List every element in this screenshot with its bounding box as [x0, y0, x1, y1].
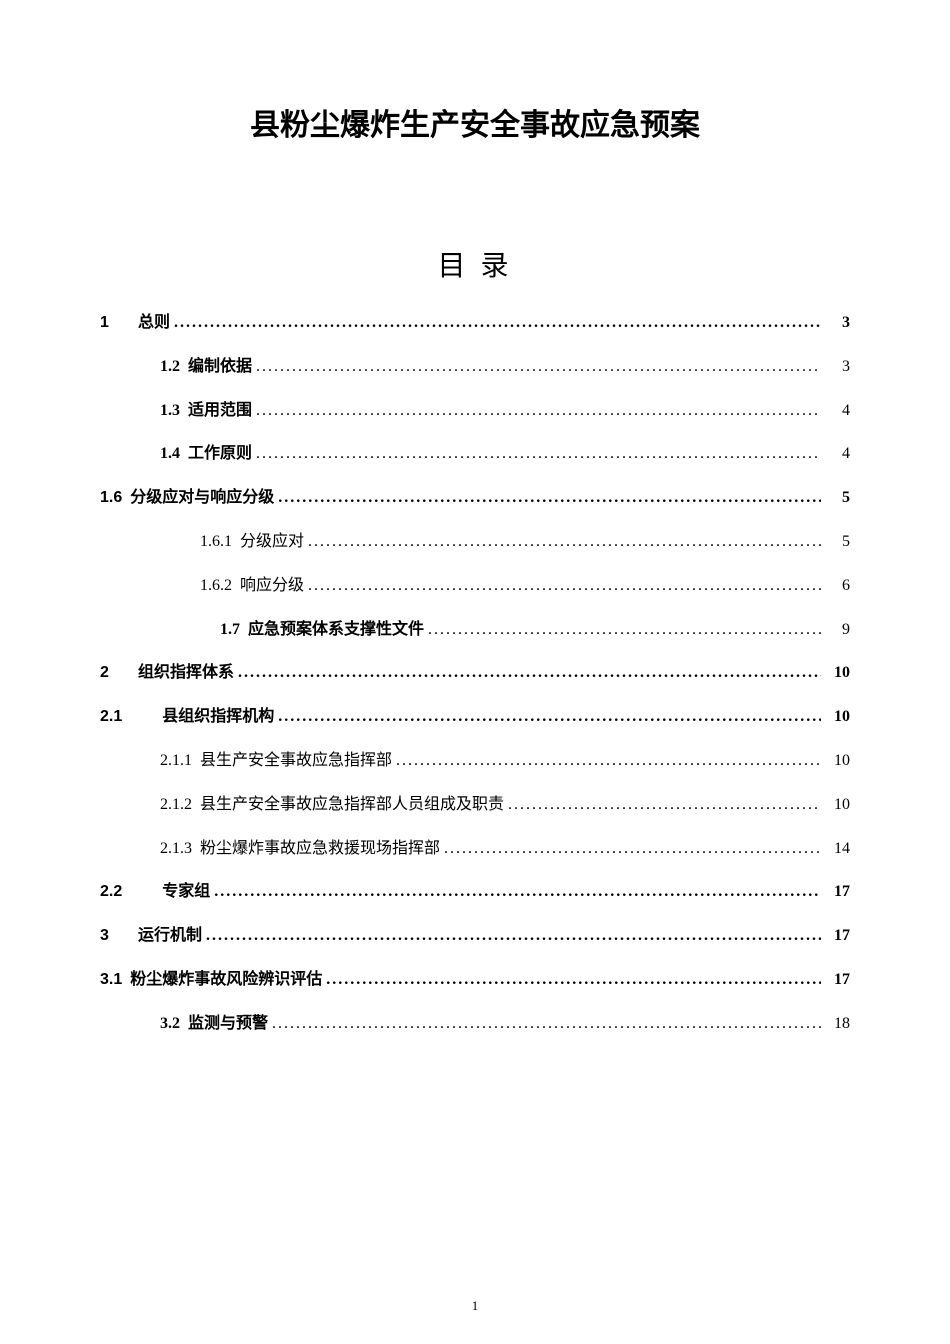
toc-leader-dots: [256, 353, 821, 382]
toc-leader-dots: [174, 309, 821, 338]
toc-entry-number: 2.2: [100, 878, 122, 907]
toc-heading: 目 录: [100, 244, 850, 284]
toc-entry-text: 分级应对与响应分级: [130, 484, 274, 513]
toc-leader-dots: [278, 484, 821, 513]
toc-entry-text: 粉尘爆炸事故应急救援现场指挥部: [200, 835, 440, 864]
toc-entry-text: 工作原则: [188, 440, 252, 469]
toc-entry-page: 17: [825, 966, 850, 995]
toc-entry-text: 编制依据: [188, 353, 252, 382]
toc-entry-page: 5: [825, 528, 850, 557]
toc-entry-text: 总则: [138, 309, 170, 338]
toc-entry: 2.1.1 县生产安全事故应急指挥部 10: [100, 747, 850, 776]
toc-entry-number: 3.1: [100, 966, 122, 995]
toc-entry: 1 总则 3: [100, 309, 850, 338]
toc-entry-page: 10: [825, 659, 850, 688]
toc-entry-page: 10: [825, 791, 850, 820]
toc-leader-dots: [256, 397, 821, 426]
toc-entry-text: 专家组: [162, 878, 210, 907]
page-number: 1: [0, 1298, 950, 1314]
toc-entry-text: 县组织指挥机构: [162, 703, 274, 732]
toc-entry-page: 10: [825, 747, 850, 776]
toc-leader-dots: [444, 835, 821, 864]
toc-entry-page: 10: [825, 703, 850, 732]
toc-leader-dots: [308, 572, 821, 601]
toc-entry-page: 4: [825, 397, 850, 426]
toc-entry-number: 3.2: [160, 1010, 180, 1039]
toc-leader-dots: [256, 440, 821, 469]
toc-entry-page: 4: [825, 440, 850, 469]
toc-entry-page: 6: [825, 572, 850, 601]
toc-leader-dots: [326, 966, 821, 995]
document-title: 县粉尘爆炸生产安全事故应急预案: [100, 100, 850, 144]
toc-entry: 2.1.2 县生产安全事故应急指挥部人员组成及职责 10: [100, 791, 850, 820]
toc-entry-number: 2: [100, 659, 130, 688]
toc-entry-page: 17: [825, 922, 850, 951]
toc-entry-page: 9: [825, 616, 850, 645]
toc-entry-text: 县生产安全事故应急指挥部人员组成及职责: [200, 791, 504, 820]
toc-entry-text: 应急预案体系支撑性文件: [248, 616, 424, 645]
toc-entry: 3.2 监测与预警 18: [100, 1010, 850, 1039]
toc-entry-number: 3: [100, 922, 130, 951]
toc-entry-page: 18: [825, 1010, 850, 1039]
toc-entry-number: 2.1.2: [160, 791, 192, 820]
toc-entry-number: 1.6.2: [200, 572, 232, 601]
toc-entry-text: 粉尘爆炸事故风险辨识评估: [130, 966, 322, 995]
toc-leader-dots: [214, 878, 821, 907]
toc-entry-page: 5: [825, 484, 850, 513]
toc-entry-number: 2.1.1: [160, 747, 192, 776]
toc-entry-text: 监测与预警: [188, 1010, 268, 1039]
toc-leader-dots: [272, 1010, 821, 1039]
toc-list: 1 总则 3 1.2 编制依据 3 1.3 适用范围 4 1.4 工作原则 4 1.6 分级应对与响应分级…: [100, 309, 850, 1039]
toc-entry-text: 县生产安全事故应急指挥部: [200, 747, 392, 776]
toc-entry-number: 1.6: [100, 484, 122, 513]
toc-entry-page: 3: [825, 353, 850, 382]
toc-entry-page: 3: [825, 309, 850, 338]
toc-leader-dots: [308, 528, 821, 557]
toc-entry-page: 14: [825, 835, 850, 864]
toc-entry: 2 组织指挥体系 10: [100, 659, 850, 688]
toc-entry: 1.2 编制依据 3: [100, 353, 850, 382]
toc-entry: 1.4 工作原则 4: [100, 440, 850, 469]
toc-entry-text: 响应分级: [240, 572, 304, 601]
toc-entry: 1.7 应急预案体系支撑性文件 9: [100, 616, 850, 645]
toc-entry: 1.6.1 分级应对 5: [100, 528, 850, 557]
toc-leader-dots: [508, 791, 821, 820]
toc-entry-number: 2.1.3: [160, 835, 192, 864]
toc-entry-page: 17: [825, 878, 850, 907]
toc-entry-number: 1.2: [160, 353, 180, 382]
toc-entry: 2.1 县组织指挥机构 10: [100, 703, 850, 732]
toc-leader-dots: [206, 922, 821, 951]
toc-entry-number: 1.4: [160, 440, 180, 469]
toc-entry-number: 1.3: [160, 397, 180, 426]
toc-entry: 1.6 分级应对与响应分级 5: [100, 484, 850, 513]
toc-leader-dots: [396, 747, 821, 776]
toc-entry-text: 组织指挥体系: [138, 659, 234, 688]
toc-entry: 2.2 专家组 17: [100, 878, 850, 907]
toc-entry-text: 适用范围: [188, 397, 252, 426]
toc-entry: 2.1.3 粉尘爆炸事故应急救援现场指挥部 14: [100, 835, 850, 864]
toc-leader-dots: [428, 616, 821, 645]
toc-entry: 3.1 粉尘爆炸事故风险辨识评估 17: [100, 966, 850, 995]
toc-leader-dots: [278, 703, 821, 732]
toc-entry-text: 分级应对: [240, 528, 304, 557]
toc-entry: 1.3 适用范围 4: [100, 397, 850, 426]
toc-entry-number: 2.1: [100, 703, 122, 732]
toc-entry: 1.6.2 响应分级 6: [100, 572, 850, 601]
toc-entry-number: 1.6.1: [200, 528, 232, 557]
toc-entry-text: 运行机制: [138, 922, 202, 951]
toc-entry: 3 运行机制 17: [100, 922, 850, 951]
toc-leader-dots: [238, 659, 821, 688]
toc-entry-number: 1.7: [220, 616, 240, 645]
toc-entry-number: 1: [100, 309, 130, 338]
